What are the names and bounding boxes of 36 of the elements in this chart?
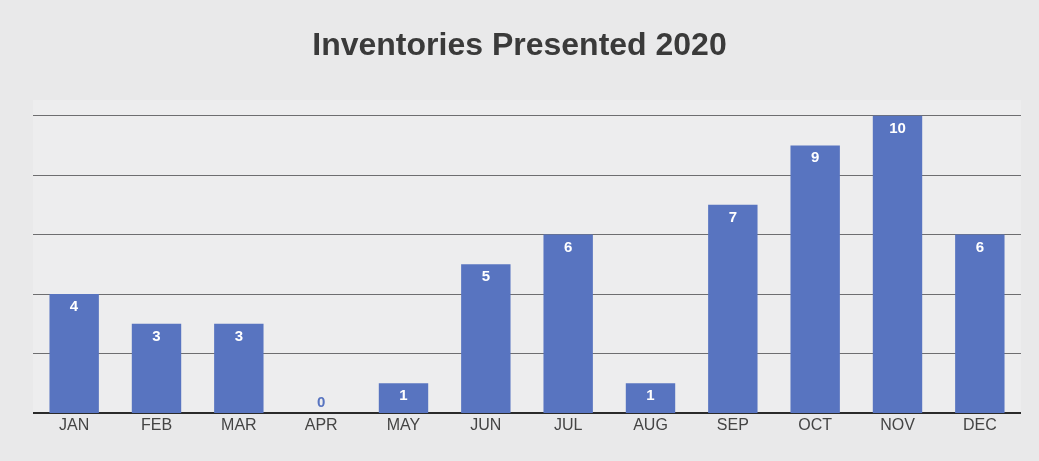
x-tick-label: MAR [221, 416, 257, 433]
bar [625, 383, 676, 413]
bar [214, 323, 264, 413]
data-label: 6 [975, 237, 984, 255]
data-label: 1 [646, 386, 655, 404]
data-label: 9 [811, 148, 820, 166]
bar [131, 323, 182, 413]
bar [955, 234, 1005, 413]
data-label: 1 [399, 386, 408, 404]
x-tick-label: APR [304, 416, 338, 433]
bar [872, 115, 923, 413]
x-tick-label: DEC [962, 416, 997, 433]
data-label: 0 [317, 393, 326, 410]
data-label: 10 [889, 118, 906, 136]
bar [543, 234, 593, 413]
x-tick-label: NOV [880, 416, 916, 433]
bar [461, 264, 511, 413]
data-label: 3 [152, 326, 161, 344]
bar [790, 145, 840, 413]
bar [378, 383, 429, 413]
x-tick-label: JUL [553, 416, 583, 433]
chart-title: Inventories Presented 2020 [312, 25, 727, 62]
data-label: 6 [564, 237, 573, 255]
x-tick-label: JUN [470, 416, 502, 433]
x-tick-label: FEB [140, 416, 173, 433]
data-label: 4 [69, 297, 79, 315]
bar [49, 294, 99, 413]
data-label: 7 [728, 207, 737, 225]
data-label: 3 [234, 326, 243, 344]
x-tick-label: JAN [59, 416, 90, 433]
x-tick-label: AUG [633, 416, 668, 433]
data-label: 5 [481, 267, 490, 285]
x-tick-label: MAY [386, 416, 421, 433]
bar [708, 204, 758, 413]
x-tick-label: SEP [716, 416, 749, 433]
x-tick-label: OCT [798, 416, 833, 433]
